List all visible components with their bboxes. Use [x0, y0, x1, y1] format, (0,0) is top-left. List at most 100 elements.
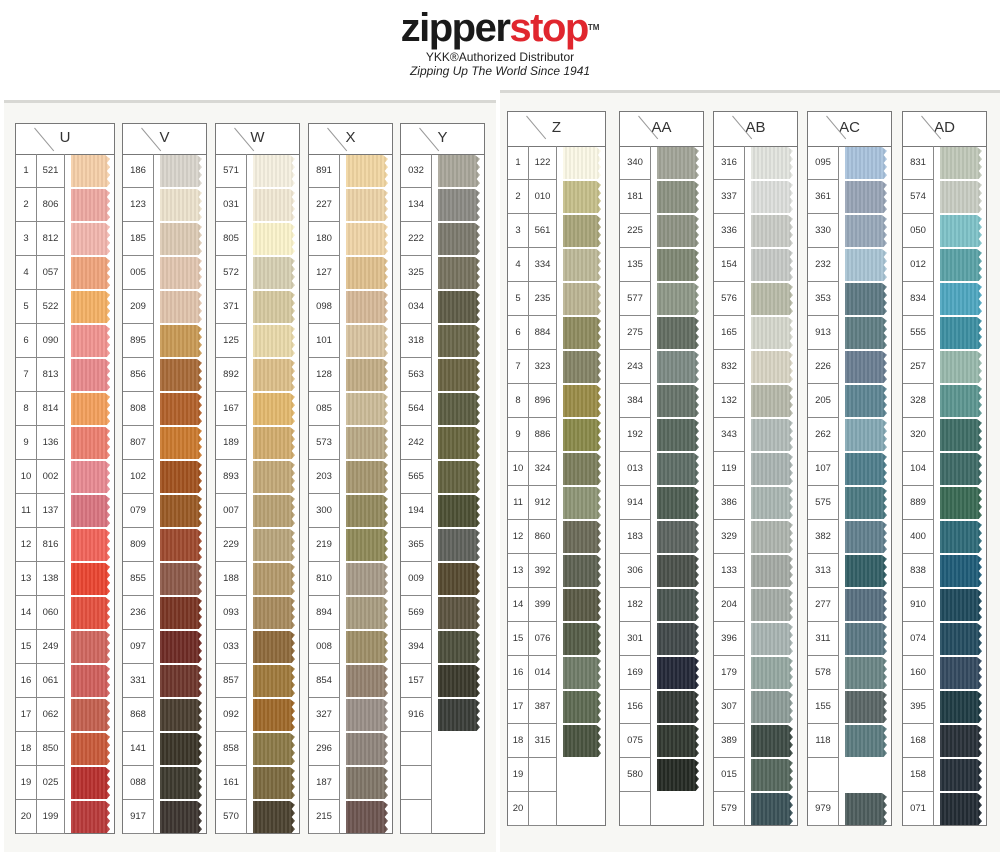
zipper-swatch[interactable] — [346, 699, 388, 731]
zipper-swatch[interactable] — [751, 691, 793, 723]
zipper-swatch[interactable] — [940, 623, 982, 655]
zipper-swatch[interactable] — [253, 733, 295, 765]
zipper-swatch[interactable] — [160, 665, 202, 697]
zipper-swatch[interactable] — [751, 657, 793, 689]
zipper-swatch[interactable] — [253, 257, 295, 289]
zipper-swatch[interactable] — [346, 291, 388, 323]
zipper-swatch[interactable] — [751, 623, 793, 655]
zipper-swatch[interactable] — [438, 563, 480, 595]
zipper-swatch[interactable] — [940, 317, 982, 349]
zipper-swatch[interactable] — [253, 529, 295, 561]
zipper-swatch[interactable] — [160, 427, 202, 459]
zipper-swatch[interactable] — [940, 283, 982, 315]
zipper-swatch[interactable] — [563, 215, 601, 247]
zipper-swatch[interactable] — [71, 393, 110, 425]
zipper-swatch[interactable] — [845, 657, 887, 689]
zipper-swatch[interactable] — [563, 385, 601, 417]
zipper-swatch[interactable] — [253, 427, 295, 459]
zipper-swatch[interactable] — [940, 351, 982, 383]
zipper-swatch[interactable] — [563, 419, 601, 451]
zipper-swatch[interactable] — [346, 393, 388, 425]
zipper-swatch[interactable] — [657, 759, 699, 791]
zipper-swatch[interactable] — [71, 189, 110, 221]
zipper-swatch[interactable] — [438, 495, 480, 527]
zipper-swatch[interactable] — [346, 563, 388, 595]
zipper-swatch[interactable] — [253, 699, 295, 731]
zipper-swatch[interactable] — [160, 495, 202, 527]
zipper-swatch[interactable] — [940, 181, 982, 213]
zipper-swatch[interactable] — [940, 759, 982, 791]
zipper-swatch[interactable] — [657, 385, 699, 417]
zipper-swatch[interactable] — [71, 325, 110, 357]
zipper-swatch[interactable] — [346, 257, 388, 289]
zipper-swatch[interactable] — [940, 725, 982, 757]
zipper-swatch[interactable] — [160, 699, 202, 731]
zipper-swatch[interactable] — [253, 631, 295, 663]
zipper-swatch[interactable] — [940, 419, 982, 451]
zipper-swatch[interactable] — [346, 461, 388, 493]
zipper-swatch[interactable] — [71, 223, 110, 255]
zipper-swatch[interactable] — [563, 283, 601, 315]
zipper-swatch[interactable] — [346, 427, 388, 459]
zipper-swatch[interactable] — [657, 283, 699, 315]
zipper-swatch[interactable] — [438, 699, 480, 731]
zipper-swatch[interactable] — [845, 725, 887, 757]
zipper-swatch[interactable] — [751, 147, 793, 179]
zipper-swatch[interactable] — [253, 189, 295, 221]
zipper-swatch[interactable] — [845, 351, 887, 383]
zipper-swatch[interactable] — [71, 257, 110, 289]
zipper-swatch[interactable] — [438, 597, 480, 629]
zipper-swatch[interactable] — [751, 793, 793, 825]
zipper-swatch[interactable] — [346, 733, 388, 765]
zipper-swatch[interactable] — [845, 555, 887, 587]
zipper-swatch[interactable] — [160, 325, 202, 357]
zipper-swatch[interactable] — [845, 283, 887, 315]
zipper-swatch[interactable] — [563, 691, 601, 723]
zipper-swatch[interactable] — [657, 657, 699, 689]
zipper-swatch[interactable] — [346, 155, 388, 187]
zipper-swatch[interactable] — [845, 487, 887, 519]
zipper-swatch[interactable] — [751, 555, 793, 587]
zipper-swatch[interactable] — [438, 223, 480, 255]
zipper-swatch[interactable] — [940, 691, 982, 723]
zipper-swatch[interactable] — [346, 325, 388, 357]
zipper-swatch[interactable] — [563, 657, 601, 689]
zipper-swatch[interactable] — [751, 351, 793, 383]
zipper-swatch[interactable] — [438, 155, 480, 187]
zipper-swatch[interactable] — [253, 325, 295, 357]
zipper-swatch[interactable] — [71, 291, 110, 323]
zipper-swatch[interactable] — [657, 249, 699, 281]
zipper-swatch[interactable] — [751, 487, 793, 519]
zipper-swatch[interactable] — [160, 189, 202, 221]
zipper-swatch[interactable] — [253, 359, 295, 391]
zipper-swatch[interactable] — [253, 223, 295, 255]
zipper-swatch[interactable] — [71, 155, 110, 187]
zipper-swatch[interactable] — [657, 691, 699, 723]
zipper-swatch[interactable] — [253, 155, 295, 187]
zipper-swatch[interactable] — [657, 589, 699, 621]
zipper-swatch[interactable] — [253, 767, 295, 799]
zipper-swatch[interactable] — [657, 181, 699, 213]
zipper-swatch[interactable] — [751, 215, 793, 247]
zipper-swatch[interactable] — [71, 767, 110, 799]
zipper-swatch[interactable] — [563, 589, 601, 621]
zipper-swatch[interactable] — [845, 521, 887, 553]
zipper-swatch[interactable] — [160, 393, 202, 425]
zipper-swatch[interactable] — [940, 385, 982, 417]
zipper-swatch[interactable] — [438, 529, 480, 561]
zipper-swatch[interactable] — [563, 453, 601, 485]
zipper-swatch[interactable] — [940, 589, 982, 621]
zipper-swatch[interactable] — [160, 563, 202, 595]
zipper-swatch[interactable] — [253, 563, 295, 595]
zipper-swatch[interactable] — [160, 223, 202, 255]
zipper-swatch[interactable] — [657, 521, 699, 553]
zipper-swatch[interactable] — [346, 597, 388, 629]
zipper-swatch[interactable] — [71, 699, 110, 731]
zipper-swatch[interactable] — [563, 317, 601, 349]
zipper-swatch[interactable] — [657, 351, 699, 383]
zipper-swatch[interactable] — [751, 419, 793, 451]
zipper-swatch[interactable] — [71, 529, 110, 561]
zipper-swatch[interactable] — [657, 317, 699, 349]
zipper-swatch[interactable] — [346, 189, 388, 221]
zipper-swatch[interactable] — [751, 453, 793, 485]
